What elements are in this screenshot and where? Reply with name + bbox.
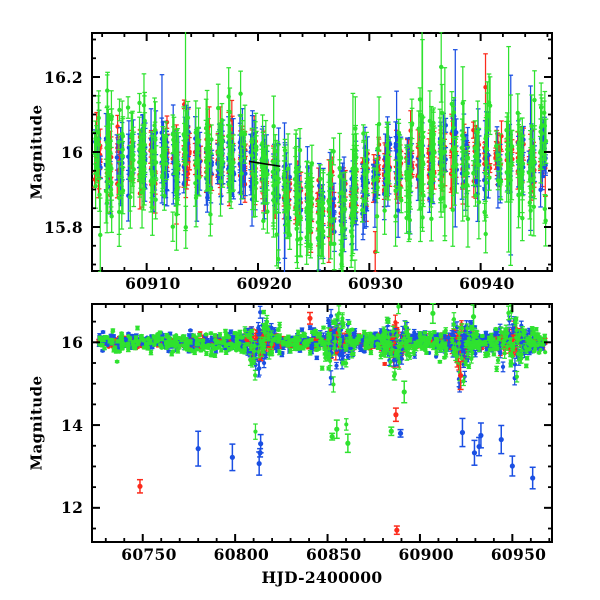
- x-axis-title: HJD-2400000: [261, 568, 383, 587]
- x-tick-label: 60950: [490, 545, 547, 564]
- plot-axes-top: [91, 32, 553, 272]
- y-tick-label: 16: [61, 332, 84, 352]
- y-tick-label: 12: [61, 498, 84, 518]
- x-tick-label: 60800: [213, 545, 270, 564]
- x-tick-label: 60850: [306, 545, 362, 564]
- y-tick-label: 14: [61, 415, 84, 435]
- y-tick-label: 16.2: [44, 67, 83, 87]
- plot-canvas-bottom: [96, 303, 548, 536]
- x-tick-label: 60920: [236, 274, 292, 293]
- plot-axes-bottom: [91, 303, 553, 543]
- plot-canvas-top: [92, 32, 549, 272]
- y-axis-label-bottom: Magnitude: [26, 375, 45, 471]
- x-tick-label: 60910: [125, 274, 181, 293]
- x-tick-label: 60750: [121, 545, 177, 564]
- y-tick-label: 15.8: [44, 217, 83, 237]
- chart-panel-top: Magnitude: [27, 32, 553, 272]
- y-tick-label: 16: [61, 142, 84, 162]
- x-tick-label: 60930: [347, 274, 404, 293]
- x-tick-label: 60940: [459, 274, 515, 293]
- x-tick-label: 60900: [398, 545, 454, 564]
